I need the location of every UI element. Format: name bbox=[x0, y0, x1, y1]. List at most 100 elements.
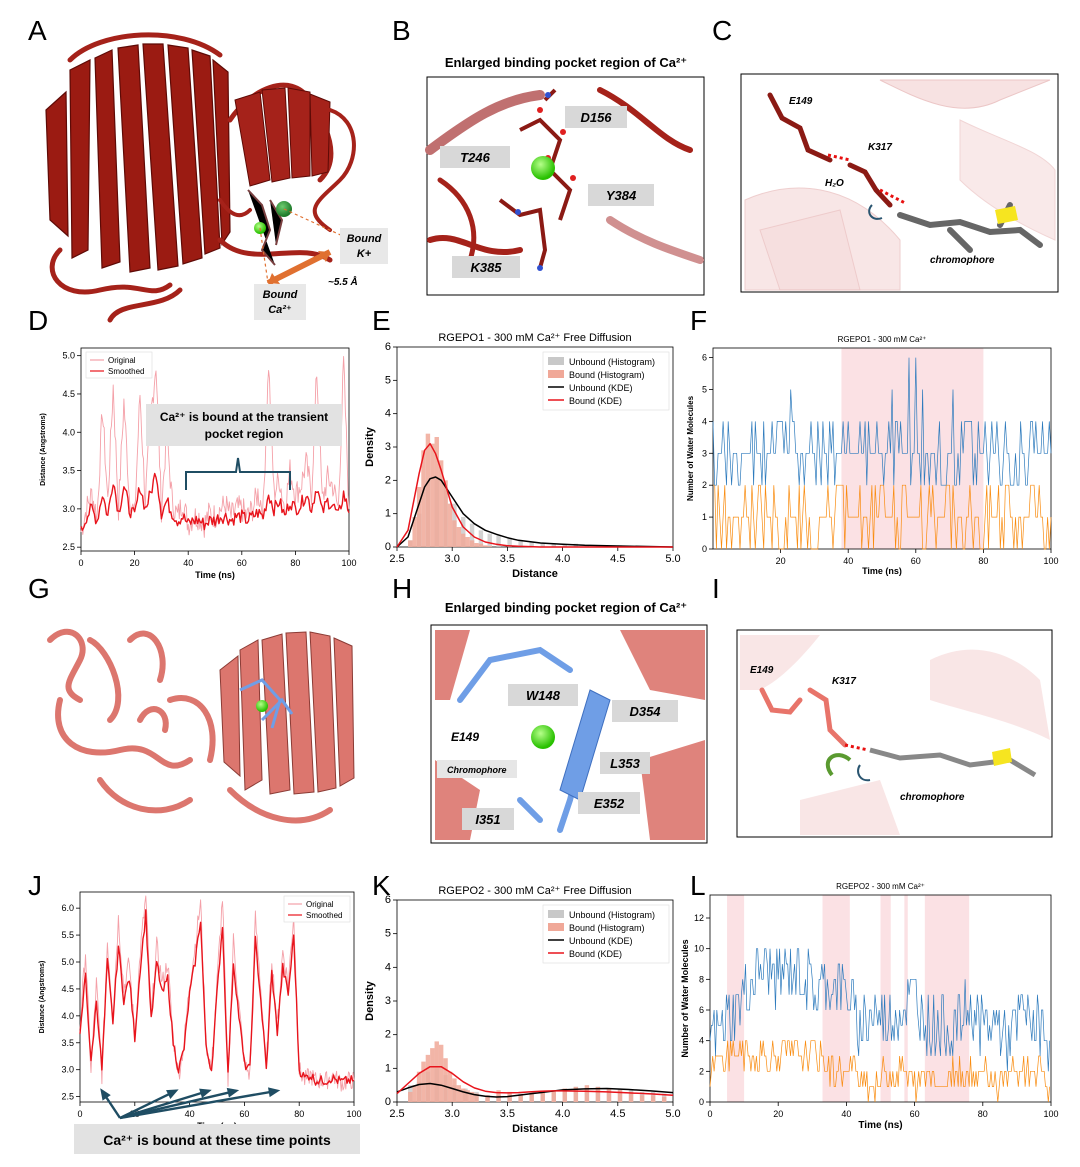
y-tick-label: 2 bbox=[385, 474, 391, 486]
x-tick-label: 5.0 bbox=[665, 1108, 680, 1120]
legend-swatch bbox=[548, 370, 564, 378]
series-bound-kde bbox=[396, 1065, 674, 1097]
x-tick-label: 40 bbox=[841, 1109, 851, 1119]
x-tick-label: 100 bbox=[1043, 556, 1058, 566]
legend-label: Unbound (Histogram) bbox=[569, 910, 655, 920]
chart-title: RGEPO1 - 300 mM Ca²⁺ bbox=[838, 335, 927, 344]
panel-letter-f: F bbox=[690, 305, 707, 336]
y-tick-label: 8 bbox=[699, 974, 704, 984]
residue-label: E149 bbox=[451, 730, 479, 744]
y-tick-label: 3.0 bbox=[62, 504, 75, 514]
x-tick-label: 4.0 bbox=[555, 1108, 570, 1120]
chart-j: 0204060801002.53.03.54.04.55.05.56.0Time… bbox=[39, 891, 362, 1131]
bar-bound bbox=[438, 460, 444, 547]
y-tick-label: 4 bbox=[385, 961, 391, 973]
y-tick-label: 0 bbox=[699, 1097, 704, 1107]
bar-bound bbox=[425, 433, 431, 547]
bar-bound bbox=[496, 1090, 501, 1102]
chart-e: 2.5 3.0 3.5 4.0 4.5 5.0 0 1 2 3 4 5 6 Distance Density… bbox=[364, 332, 681, 580]
structure-c: E149 K317 H₂O chromophore bbox=[740, 73, 1059, 293]
y-tick-label: 0 bbox=[702, 544, 707, 554]
panel-letter-c: C bbox=[712, 15, 732, 46]
y-tick-label: 0 bbox=[385, 541, 391, 553]
x-tick-label: 100 bbox=[341, 558, 356, 568]
legend-box bbox=[85, 351, 153, 379]
annotation-d: Ca²⁺ is bound at the transient pocket re… bbox=[146, 404, 342, 490]
bar-bound bbox=[430, 1048, 435, 1102]
x-tick-label: 80 bbox=[978, 556, 988, 566]
y-tick-label: 3 bbox=[385, 441, 391, 453]
bound-time-arrow bbox=[119, 1089, 177, 1120]
residue-label: E149 bbox=[750, 665, 774, 676]
bar-unbound bbox=[518, 540, 523, 547]
panel-letter-g: G bbox=[28, 573, 50, 604]
plot-frame bbox=[80, 347, 350, 552]
x-tick-label: 2.5 bbox=[389, 1108, 404, 1120]
bar-bound bbox=[474, 1093, 479, 1102]
x-tick-label: 3.0 bbox=[445, 1108, 460, 1120]
bar-bound bbox=[416, 487, 422, 547]
series-orange bbox=[713, 484, 1052, 550]
chart-d: 0 20 40 60 80 100 2.5 3.0 3.5 4.0 4.5 5.0 Time (ns) D… bbox=[40, 347, 357, 580]
x-tick-label: 80 bbox=[978, 1109, 988, 1119]
bar-bound bbox=[421, 1061, 426, 1102]
bar-bound bbox=[465, 1090, 470, 1102]
series-blue bbox=[712, 357, 1052, 486]
y-tick-label: 6 bbox=[702, 353, 707, 363]
legend-label-original: Original bbox=[306, 900, 334, 909]
chart-l: 0 20 40 60 80 100 0 2 4 6 8 10 12 Time (ns) Number of … bbox=[680, 882, 1059, 1131]
label-box-bound-k bbox=[340, 228, 388, 264]
series-unbound-kde bbox=[396, 476, 674, 548]
x-tick-label: 20 bbox=[773, 1109, 783, 1119]
y-tick-label: 5.5 bbox=[61, 930, 74, 940]
y-tick-label: 1 bbox=[702, 512, 707, 522]
bar-unbound bbox=[461, 517, 466, 547]
bar-bound bbox=[606, 1088, 612, 1102]
bar-bound bbox=[461, 1088, 466, 1102]
y-tick-label: 2.5 bbox=[61, 1092, 74, 1102]
chart-title: RGEPO1 - 300 mM Ca²⁺ Free Diffusion bbox=[438, 332, 631, 344]
x-tick-label: 60 bbox=[911, 556, 921, 566]
bar-bound bbox=[540, 1091, 545, 1102]
residue-label: D354 bbox=[629, 704, 661, 719]
annotation-j: Ca²⁺ is bound at these time points bbox=[74, 1087, 360, 1154]
y-tick-label: 3 bbox=[385, 995, 391, 1007]
bar-bound bbox=[447, 1071, 453, 1102]
x-tick-label: 60 bbox=[239, 1109, 249, 1119]
bar-bound bbox=[434, 437, 439, 547]
x-axis-label: Distance bbox=[512, 568, 558, 580]
bar-bound bbox=[562, 1088, 568, 1102]
y-tick-label: 4 bbox=[702, 416, 707, 426]
bar-unbound bbox=[478, 530, 484, 547]
series-original bbox=[80, 356, 350, 538]
shaded-region bbox=[880, 895, 891, 1102]
residue-label: W148 bbox=[526, 688, 561, 703]
bound-time-arrowhead bbox=[267, 1087, 281, 1098]
y-tick-label: 4 bbox=[385, 408, 391, 420]
legend-label: Bound (KDE) bbox=[569, 396, 622, 406]
y-tick-label: 5.0 bbox=[61, 957, 74, 967]
bar-bound bbox=[421, 450, 426, 547]
plot-frame bbox=[709, 894, 1052, 1103]
y-tick-label: 6 bbox=[385, 341, 391, 353]
chart-k: 2.5 3.0 3.5 4.0 4.5 5.0 0 1 2 3 4 5 6 Distance Density… bbox=[364, 885, 681, 1135]
y-tick-label: 6.0 bbox=[61, 903, 74, 913]
panel-letter-l: L bbox=[690, 870, 706, 901]
bar-bound bbox=[416, 1071, 422, 1102]
x-tick-label: 0 bbox=[78, 558, 83, 568]
x-tick-label: 20 bbox=[776, 556, 786, 566]
residue-label: K317 bbox=[832, 676, 856, 687]
shaded-region bbox=[904, 895, 908, 1102]
x-tick-label: 60 bbox=[910, 1109, 920, 1119]
x-tick-label: 3.5 bbox=[500, 1108, 515, 1120]
ca-ion-icon bbox=[256, 700, 268, 712]
x-tick-label: 20 bbox=[130, 558, 140, 568]
chart-title: RGEPO2 - 300 mM Ca²⁺ Free Diffusion bbox=[438, 885, 631, 897]
y-tick-label: 5 bbox=[385, 374, 391, 386]
bar-bound bbox=[408, 1091, 413, 1102]
y-tick-label: 4.5 bbox=[61, 984, 74, 994]
bar-bound bbox=[412, 517, 417, 547]
shaded-region bbox=[841, 348, 984, 549]
structure-i: E149 K317 chromophore bbox=[736, 629, 1053, 838]
x-tick-label: 40 bbox=[843, 556, 853, 566]
